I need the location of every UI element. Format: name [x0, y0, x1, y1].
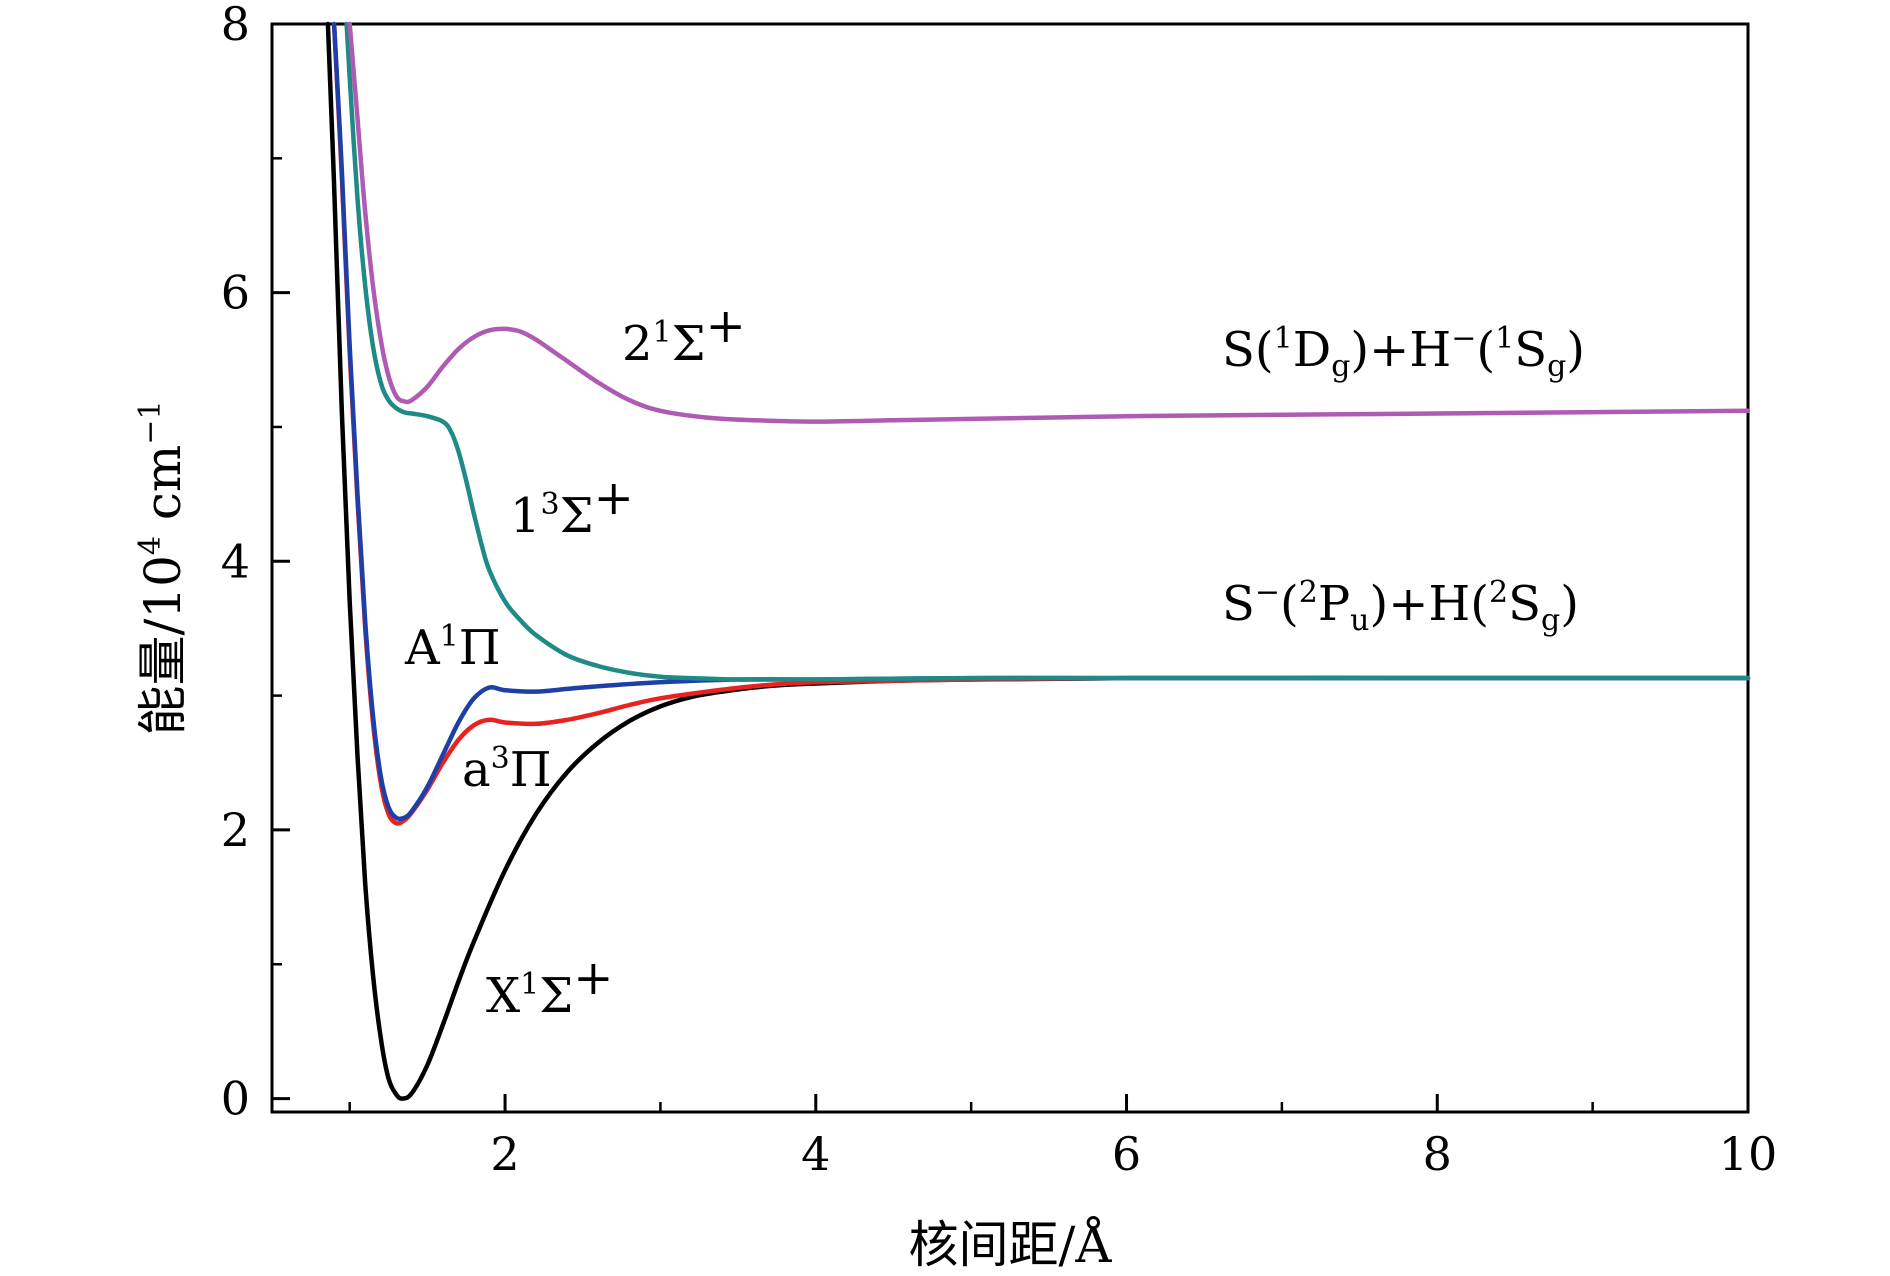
- x-tick-label: 4: [801, 1127, 830, 1181]
- y-axis-title-unit-exp: −1: [133, 400, 168, 444]
- asym-part: g: [1547, 349, 1566, 384]
- label-part: 1: [653, 315, 672, 350]
- plot-frame: [270, 22, 1750, 1114]
- label-X1Sigma: X1Σ+: [486, 950, 613, 1024]
- x-tick-label: 8: [1423, 1127, 1452, 1181]
- asym-part: u: [1350, 603, 1369, 638]
- curves: [325, 21, 1751, 1101]
- label-part: A: [404, 620, 441, 676]
- asym-part: )+H(: [1369, 576, 1489, 632]
- asym-part: S: [1514, 322, 1547, 378]
- label-part: Π: [510, 742, 552, 798]
- asym-part: S: [1508, 576, 1541, 632]
- y-tick-label: 4: [221, 534, 250, 588]
- label-part: Σ: [539, 968, 573, 1024]
- y-axis-title-exp: 4: [133, 536, 168, 555]
- label-part: 1: [510, 488, 541, 544]
- asym-part: −: [1451, 321, 1476, 356]
- asymptote-label-upper: S(1Dg)+H−(1Sg): [1222, 321, 1585, 384]
- label-part: 3: [491, 741, 510, 776]
- asym-part: (: [1476, 322, 1495, 378]
- asym-part: D: [1293, 322, 1331, 378]
- label-part: 3: [541, 487, 560, 522]
- asym-part: g: [1331, 349, 1350, 384]
- y-tick-label: 8: [221, 0, 250, 51]
- label-part: +: [573, 950, 613, 1006]
- label-part: 1: [440, 619, 459, 654]
- x-axis-title: 核间距/Å: [909, 1215, 1113, 1274]
- asym-part: P: [1318, 576, 1350, 632]
- label-part: Σ: [560, 488, 594, 544]
- label-part: 1: [520, 967, 539, 1002]
- asym-part: 1: [1495, 321, 1514, 356]
- label-2-1sigma: 21Σ+: [622, 298, 746, 372]
- ticks: 2 4 6 8 10 0 2 4 6 8: [221, 0, 1778, 1181]
- x-tick-label: 10: [1719, 1127, 1778, 1181]
- curve-A1Pi: [331, 21, 1751, 822]
- label-part: Σ: [672, 316, 706, 372]
- asym-part: 2: [1299, 575, 1318, 610]
- asym-part: )+H: [1350, 322, 1451, 378]
- curve-a3Pi: [331, 21, 1751, 826]
- y-tick-label: 0: [221, 1072, 250, 1126]
- asym-part: −: [1255, 575, 1280, 610]
- asym-part: 1: [1274, 321, 1293, 356]
- x-tick-label: 2: [490, 1127, 519, 1181]
- y-tick-label: 6: [221, 266, 250, 320]
- asym-part: ): [1566, 322, 1585, 378]
- label-part: +: [594, 470, 634, 526]
- asym-part: ): [1560, 576, 1579, 632]
- curve-2_1Sigma: [347, 21, 1751, 424]
- asym-part: 2: [1489, 575, 1508, 610]
- y-axis-title-unit: cm: [134, 445, 192, 536]
- asymptote-label-lower: S−(2Pu)+H(2Sg): [1222, 575, 1579, 638]
- asym-part: g: [1541, 603, 1560, 638]
- y-tick-label: 2: [221, 803, 250, 857]
- label-part: a: [462, 742, 491, 798]
- label-part: 2: [622, 316, 653, 372]
- label-part: Π: [459, 620, 501, 676]
- asym-part: S: [1222, 576, 1255, 632]
- x-tick-label: 6: [1112, 1127, 1141, 1181]
- curve-X: [325, 21, 1751, 1101]
- label-1-3sigma: 13Σ+: [510, 470, 634, 544]
- label-part: +: [706, 298, 746, 354]
- y-axis-title-main: 能量/10: [134, 555, 192, 735]
- label-A1Pi: A1Π: [404, 619, 501, 676]
- curve-1_3Sigma: [344, 21, 1751, 682]
- asym-part: S(: [1222, 322, 1274, 378]
- axes: [270, 22, 1750, 1114]
- label-part: X: [486, 968, 520, 1024]
- label-a3Pi: a3Π: [462, 741, 552, 798]
- y-axis-title: 能量/104 cm−1: [133, 400, 192, 735]
- asym-part: (: [1280, 576, 1299, 632]
